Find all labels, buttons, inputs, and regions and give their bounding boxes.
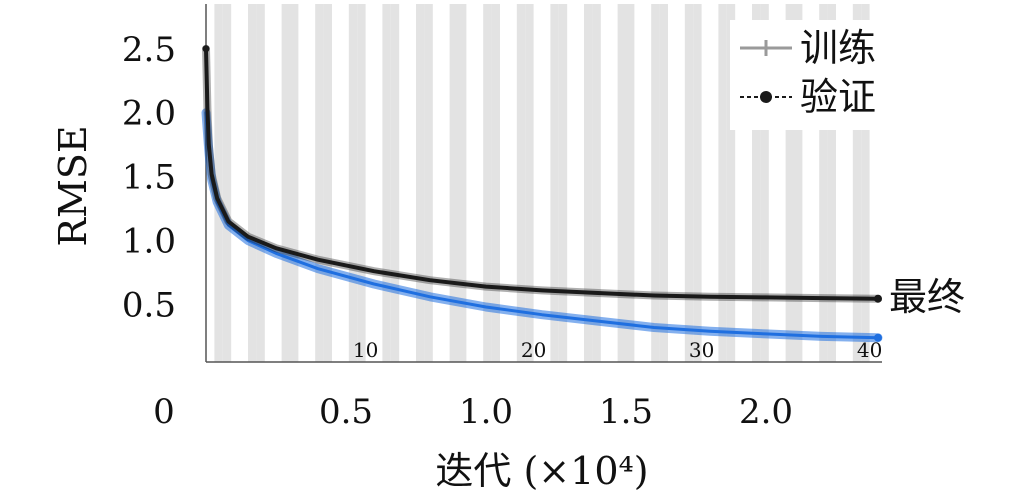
x-origin-label: 0 bbox=[153, 392, 175, 432]
epoch-band bbox=[550, 4, 559, 362]
epoch-band bbox=[491, 4, 500, 362]
series-val-line bbox=[204, 46, 880, 301]
series-val-end bbox=[874, 294, 882, 303]
y-tick-label: 0.5 bbox=[122, 285, 176, 325]
epoch-band bbox=[592, 4, 601, 362]
epoch-band bbox=[483, 4, 492, 362]
epoch-label: 10 bbox=[353, 338, 378, 362]
series-train-band bbox=[201, 108, 883, 343]
epoch-band bbox=[726, 4, 736, 362]
epoch-band bbox=[315, 4, 324, 362]
epoch-band bbox=[323, 4, 332, 362]
epoch-band bbox=[852, 4, 862, 362]
legend-background bbox=[730, 20, 900, 130]
epoch-band bbox=[382, 4, 391, 362]
epoch-label: 20 bbox=[521, 338, 546, 362]
epoch-band bbox=[449, 4, 458, 362]
epoch-band bbox=[752, 4, 761, 362]
epoch-band bbox=[651, 4, 660, 362]
epoch-label: 30 bbox=[689, 338, 714, 362]
epoch-band bbox=[718, 4, 727, 362]
epoch-labels: 10 20 30 40 bbox=[353, 338, 882, 362]
epoch-band bbox=[684, 4, 694, 362]
series-val-start bbox=[202, 45, 210, 53]
epoch-band bbox=[281, 4, 290, 362]
y-tick-label: 2.0 bbox=[122, 94, 176, 134]
epoch-band bbox=[760, 4, 769, 362]
epoch-band bbox=[290, 4, 299, 362]
x-tick-label: 0.5 bbox=[319, 392, 373, 432]
legend: 训练 验证 bbox=[730, 20, 900, 130]
final-label: 最终 bbox=[889, 275, 965, 319]
legend-label-val: 验证 bbox=[800, 75, 876, 119]
y-tick-label: 2.5 bbox=[122, 30, 176, 70]
x-tick-label: 2.0 bbox=[739, 392, 793, 432]
series-train-line bbox=[204, 111, 880, 340]
epoch-band bbox=[659, 4, 668, 362]
legend-entry-train: 训练 bbox=[740, 26, 876, 70]
legend-label-train: 训练 bbox=[800, 26, 876, 70]
x-tick-label: 1.5 bbox=[599, 392, 653, 432]
epoch-band bbox=[794, 4, 803, 362]
epoch-band bbox=[256, 4, 265, 362]
epoch-band bbox=[214, 4, 223, 362]
y-tick-label: 1.0 bbox=[122, 222, 176, 262]
y-axis-title: RMSE bbox=[51, 125, 95, 246]
epoch-band bbox=[348, 4, 358, 362]
epoch-band bbox=[357, 4, 366, 362]
epoch-band bbox=[626, 4, 635, 362]
epoch-band bbox=[516, 4, 526, 362]
epoch-bands bbox=[214, 4, 870, 362]
epoch-band bbox=[390, 4, 400, 362]
epoch-band bbox=[861, 4, 870, 362]
epoch-label: 40 bbox=[857, 338, 882, 362]
series-train-end bbox=[874, 333, 882, 342]
legend-marker-val bbox=[760, 91, 772, 103]
epoch-band bbox=[222, 4, 232, 362]
epoch-band bbox=[827, 4, 836, 362]
y-tick-label: 1.5 bbox=[122, 158, 176, 198]
legend-entry-val: 验证 bbox=[740, 75, 876, 119]
epoch-band bbox=[458, 4, 467, 362]
x-axis-title: 迭代 (×10⁴) bbox=[435, 449, 648, 493]
epoch-band bbox=[248, 4, 257, 362]
epoch-band bbox=[558, 4, 568, 362]
epoch-band bbox=[693, 4, 702, 362]
x-tick-label: 1.0 bbox=[459, 392, 513, 432]
epoch-band bbox=[584, 4, 593, 362]
series-group bbox=[201, 44, 883, 343]
epoch-band bbox=[785, 4, 794, 362]
epoch-band bbox=[617, 4, 626, 362]
epoch-band bbox=[416, 4, 425, 362]
epoch-band bbox=[424, 4, 433, 362]
epoch-band bbox=[819, 4, 828, 362]
epoch-band bbox=[525, 4, 534, 362]
tick-labels: 0.5 1.0 1.5 2.0 2.5 0.5 1.0 1.5 2.0 bbox=[122, 30, 793, 432]
